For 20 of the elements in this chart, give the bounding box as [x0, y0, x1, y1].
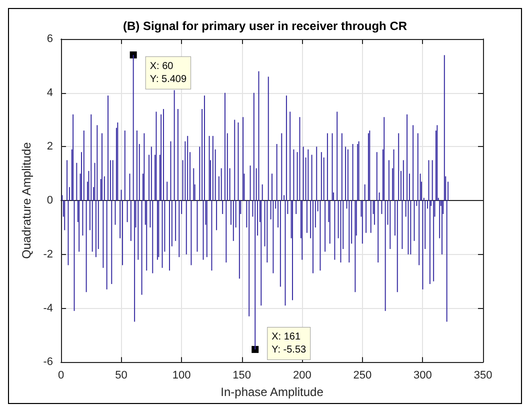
x-tick-label: 0 — [58, 370, 64, 382]
y-tick-label: 6 — [46, 33, 53, 45]
x-tick-label: 50 — [115, 370, 128, 382]
x-axis-title: In-phase Amplitude — [220, 385, 324, 399]
x-tick-label: 250 — [353, 370, 372, 382]
y-axis-title: Quadrature Amplitude — [19, 142, 34, 259]
y-tick-label: -6 — [43, 356, 53, 368]
y-tick-label: 4 — [46, 86, 53, 99]
y-tick-label: 0 — [46, 194, 53, 207]
y-tick-label: -2 — [43, 248, 53, 260]
x-tick-label: 300 — [414, 370, 432, 382]
annotation: X: 60 Y: 5.409 — [150, 60, 187, 85]
x-tick-label: 350 — [474, 370, 492, 382]
annotation: X: 161 Y: -5.53 — [272, 331, 307, 356]
x-tick-label: 100 — [172, 370, 191, 382]
x-tick-label: 200 — [292, 370, 312, 382]
y-tick-label: -4 — [43, 302, 53, 314]
y-tick-label: 2 — [46, 140, 53, 153]
chart-title: (B) Signal for primary user in receiver through CR — [122, 19, 408, 33]
x-tick-label: 150 — [232, 370, 252, 382]
